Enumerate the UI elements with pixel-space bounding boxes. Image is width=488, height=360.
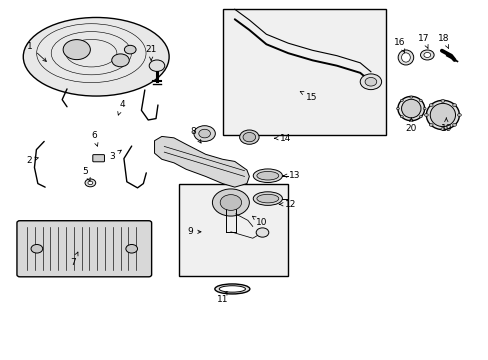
Circle shape — [31, 244, 42, 253]
Circle shape — [424, 113, 427, 116]
Circle shape — [440, 127, 444, 130]
Ellipse shape — [397, 50, 413, 65]
Text: 13: 13 — [283, 171, 300, 180]
Text: 18: 18 — [437, 34, 448, 48]
Circle shape — [422, 108, 425, 110]
FancyBboxPatch shape — [93, 155, 104, 162]
Ellipse shape — [239, 130, 259, 144]
Text: 16: 16 — [393, 38, 405, 53]
Bar — [222, 9, 385, 135]
Text: 6: 6 — [91, 131, 98, 146]
Circle shape — [428, 123, 432, 126]
Circle shape — [365, 77, 376, 86]
Polygon shape — [154, 136, 249, 187]
Text: 2: 2 — [27, 156, 38, 165]
Text: 19: 19 — [440, 118, 451, 133]
Circle shape — [440, 100, 444, 102]
Ellipse shape — [256, 194, 278, 203]
Ellipse shape — [426, 100, 458, 130]
Ellipse shape — [253, 192, 282, 205]
Text: 4: 4 — [118, 100, 124, 115]
Circle shape — [452, 104, 456, 107]
Text: 3: 3 — [109, 150, 121, 161]
Circle shape — [396, 108, 399, 110]
Circle shape — [418, 116, 421, 118]
Ellipse shape — [23, 18, 169, 96]
Text: 8: 8 — [190, 127, 201, 143]
Text: 20: 20 — [405, 118, 416, 133]
Text: 9: 9 — [187, 227, 201, 236]
Circle shape — [423, 53, 430, 58]
Ellipse shape — [401, 53, 409, 62]
Circle shape — [112, 54, 129, 67]
Ellipse shape — [253, 169, 282, 183]
Circle shape — [125, 244, 137, 253]
Circle shape — [457, 113, 460, 116]
Ellipse shape — [429, 103, 455, 127]
Text: 17: 17 — [417, 34, 428, 48]
Circle shape — [212, 189, 249, 216]
FancyBboxPatch shape — [17, 221, 151, 277]
Circle shape — [194, 126, 215, 141]
Ellipse shape — [401, 99, 420, 118]
Circle shape — [409, 96, 412, 98]
Circle shape — [63, 40, 90, 60]
Ellipse shape — [214, 284, 249, 294]
Circle shape — [409, 119, 412, 121]
Ellipse shape — [219, 286, 245, 292]
Ellipse shape — [243, 132, 255, 142]
Circle shape — [400, 99, 403, 102]
Circle shape — [199, 129, 210, 138]
Ellipse shape — [397, 96, 424, 121]
Circle shape — [428, 104, 432, 107]
Text: 10: 10 — [252, 216, 267, 228]
Bar — [179, 184, 287, 276]
Circle shape — [400, 116, 403, 118]
Text: 14: 14 — [274, 134, 291, 143]
Text: 7: 7 — [70, 252, 78, 267]
Text: 1: 1 — [27, 41, 46, 62]
Ellipse shape — [256, 171, 278, 180]
Text: 21: 21 — [145, 45, 157, 60]
Circle shape — [420, 50, 433, 60]
Text: 11: 11 — [216, 292, 228, 304]
Circle shape — [88, 181, 93, 185]
Circle shape — [256, 228, 268, 237]
Circle shape — [452, 123, 456, 126]
Circle shape — [418, 99, 421, 102]
Circle shape — [360, 74, 381, 90]
Circle shape — [220, 195, 241, 210]
Circle shape — [124, 45, 136, 54]
Circle shape — [149, 60, 164, 71]
Text: 12: 12 — [279, 200, 296, 209]
Text: 5: 5 — [82, 167, 90, 181]
Circle shape — [85, 179, 96, 187]
Text: 15: 15 — [300, 91, 317, 102]
